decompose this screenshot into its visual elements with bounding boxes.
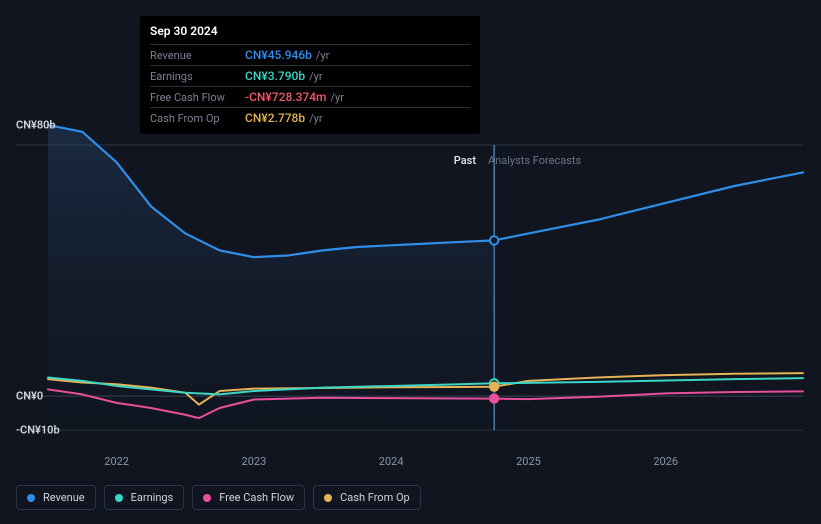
x-axis-label: 2026	[653, 455, 678, 468]
legend-label: Revenue	[43, 491, 85, 504]
tooltip-metric-label: Cash From Op	[150, 112, 245, 125]
x-axis-label: 2024	[379, 455, 404, 468]
legend-dot-icon	[27, 494, 35, 502]
legend-item-free-cash-flow[interactable]: Free Cash Flow	[192, 485, 305, 510]
legend-item-earnings[interactable]: Earnings	[104, 485, 185, 510]
past-label: Past	[454, 154, 476, 167]
legend-label: Free Cash Flow	[219, 491, 294, 504]
tooltip-metric-unit: /yr	[309, 70, 322, 83]
tooltip-metric-label: Free Cash Flow	[150, 91, 245, 104]
chart-tooltip: Sep 30 2024 RevenueCN¥45.946b/yrEarnings…	[140, 16, 480, 134]
forecast-label: Analysts Forecasts	[488, 154, 581, 167]
tooltip-metric-value: CN¥2.778b	[245, 111, 305, 125]
legend-label: Cash From Op	[340, 491, 410, 504]
legend-label: Earnings	[131, 491, 174, 504]
x-axis-label: 2023	[242, 455, 267, 468]
tooltip-metric-unit: /yr	[331, 91, 344, 104]
tooltip-metric-value: -CN¥728.374m	[245, 90, 327, 104]
chart-legend: Revenue Earnings Free Cash Flow Cash From O…	[16, 485, 421, 510]
x-axis-label: 2025	[516, 455, 541, 468]
legend-item-cash-from-op[interactable]: Cash From Op	[313, 485, 421, 510]
tooltip-row: EarningsCN¥3.790b/yr	[150, 65, 470, 86]
tooltip-row: Free Cash Flow-CN¥728.374m/yr	[150, 86, 470, 107]
financials-chart[interactable]: Past Analysts Forecasts CN¥80b CN¥0 -CN¥10…	[16, 120, 806, 450]
tooltip-metric-unit: /yr	[309, 112, 322, 125]
legend-item-revenue[interactable]: Revenue	[16, 485, 96, 510]
tooltip-row: RevenueCN¥45.946b/yr	[150, 44, 470, 65]
tooltip-date: Sep 30 2024	[150, 24, 470, 44]
y-axis-label: CN¥80b	[16, 119, 56, 132]
x-axis-label: 2022	[104, 455, 129, 468]
tooltip-metric-label: Earnings	[150, 70, 245, 83]
legend-dot-icon	[115, 494, 123, 502]
y-axis-label: -CN¥10b	[16, 424, 60, 437]
legend-dot-icon	[324, 494, 332, 502]
tooltip-row: Cash From OpCN¥2.778b/yr	[150, 107, 470, 128]
tooltip-metric-unit: /yr	[316, 49, 329, 62]
tooltip-metric-value: CN¥45.946b	[245, 48, 312, 62]
tooltip-metric-label: Revenue	[150, 49, 245, 62]
tooltip-metric-value: CN¥3.790b	[245, 69, 305, 83]
y-axis-label: CN¥0	[16, 390, 43, 403]
legend-dot-icon	[203, 494, 211, 502]
